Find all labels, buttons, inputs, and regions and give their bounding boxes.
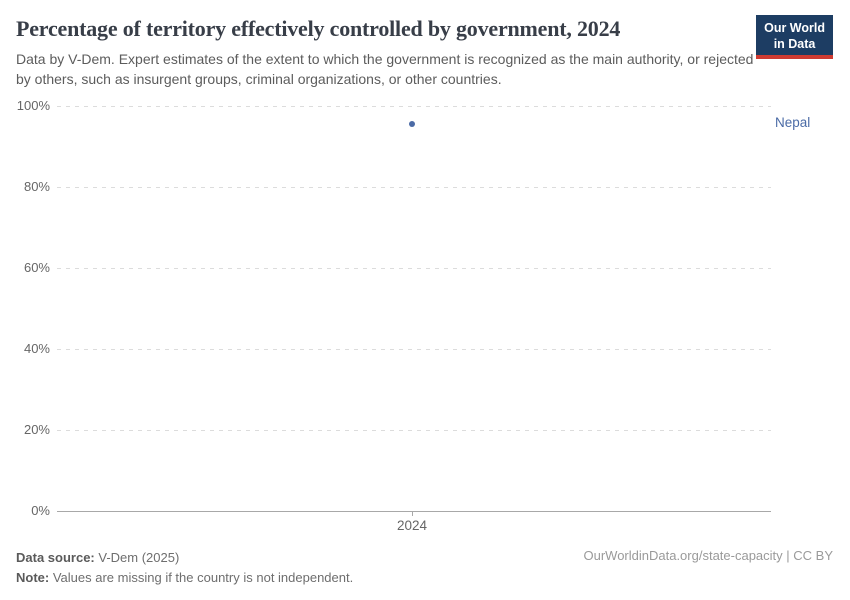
- y-axis-tick-label-80%: 80%: [23, 179, 50, 194]
- y-axis-tick-label-40%: 40%: [23, 341, 50, 356]
- footer-citation-link[interactable]: OurWorldinData.org/state-capacity | CC B…: [583, 548, 833, 563]
- y-axis-tick-label-0%: 0%: [31, 503, 50, 518]
- owid-logo-line1: Our World: [764, 21, 825, 35]
- y-gridline-80%: [57, 186, 771, 188]
- data-source-value: V-Dem (2025): [98, 550, 180, 565]
- data-point-nepal[interactable]: [409, 121, 415, 128]
- note-value: Values are missing if the country is not…: [52, 570, 354, 585]
- footer-left: Data source: V-Dem (2025) Note: Values a…: [16, 548, 353, 588]
- owid-logo[interactable]: Our World in Data: [756, 15, 833, 59]
- note-label: Note:: [16, 570, 50, 585]
- note-line: Note: Values are missing if the country …: [16, 568, 353, 588]
- y-gridline-20%: [57, 429, 771, 431]
- chart-subtitle: Data by V-Dem. Expert estimates of the e…: [16, 51, 754, 87]
- entity-label-nepal[interactable]: Nepal: [775, 115, 811, 131]
- y-axis-tick-label-20%: 20%: [23, 422, 50, 437]
- owid-logo-line2: in Data: [773, 37, 816, 51]
- y-axis-tick-label-60%: 60%: [23, 260, 50, 275]
- x-axis-tick-mark: [412, 511, 413, 516]
- data-source-line: Data source: V-Dem (2025): [16, 548, 353, 568]
- y-gridline-60%: [57, 267, 771, 269]
- data-source-label: Data source:: [16, 550, 95, 565]
- y-gridline-40%: [57, 348, 771, 350]
- y-gridline-0%: [57, 510, 771, 512]
- y-axis-tick-label-100%: 100%: [16, 98, 50, 113]
- y-gridline-100%: [57, 105, 771, 107]
- x-axis-tick-label: 2024: [396, 518, 428, 533]
- chart-title: Percentage of territory effectively cont…: [16, 16, 621, 41]
